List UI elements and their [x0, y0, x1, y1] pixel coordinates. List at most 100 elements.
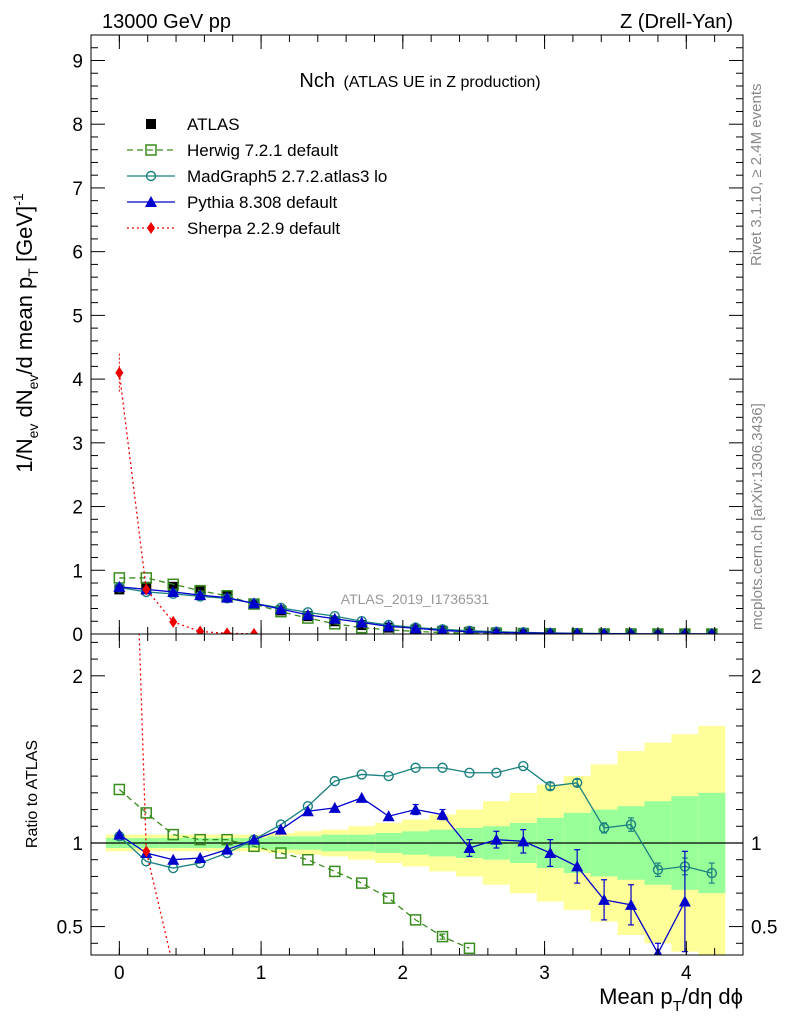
pythia-8-308-default-point — [167, 585, 180, 597]
pythia-8-308-default-point — [248, 597, 260, 609]
legend-entry-sherpa-2-2-9-default: Sherpa 2.2.9 default — [127, 219, 340, 238]
pythia-8-308-default-point — [274, 603, 287, 615]
madgraph5-2-7-2-atlas3-lo-ratio-point — [329, 775, 340, 787]
rivet-label: Rivet 3.1.10, ≥ 2.4M events — [748, 84, 765, 267]
herwig-7-2-1-default-ratio-point — [329, 865, 341, 878]
header-right: Z (Drell-Yan) — [620, 11, 733, 33]
herwig-7-2-1-default-ratio-point — [436, 930, 449, 943]
sherpa-2-2-9-default-point — [223, 627, 232, 634]
y-tick-label: 0 — [72, 625, 83, 646]
ratio-y-tick-label-right: 0.5 — [751, 918, 777, 939]
herwig-7-2-1-default-ratio-point — [140, 807, 153, 819]
main-panel: 0 1 2 3 4 5 6 7 8 9 — [72, 34, 744, 646]
madgraph5-2-7-2-atlas3-lo-ratio-point — [598, 822, 610, 834]
ratio-y-tick-label-right: 2 — [751, 667, 762, 688]
pythia-8-308-default-ratio-point — [490, 833, 503, 845]
sherpa-2-2-9-default-point — [250, 627, 258, 634]
legend-label: Pythia 8.308 default — [187, 193, 338, 212]
x-tick-label: 1 — [256, 963, 267, 984]
legend: ATLAS Herwig 7.2.1 default MadGraph5 2.7.2… — [127, 115, 387, 238]
legend-marker-sherpa-2-2-9-default — [147, 222, 155, 234]
sherpa-2-2-9-default-point — [196, 625, 205, 634]
pythia-8-308-default-point — [355, 616, 368, 628]
pythia-8-308-default-ratio-point — [221, 843, 234, 855]
ratio-y-tick-label: 2 — [72, 667, 83, 688]
pythia-8-308-default-ratio-point — [598, 893, 611, 905]
sherpa-2-2-9-default-point — [142, 583, 151, 596]
madgraph5-2-7-2-atlas3-lo-ratio-point — [383, 770, 394, 782]
madgraph5-2-7-2-atlas3-lo-ratio-point — [410, 762, 421, 773]
pythia-8-308-default-point — [464, 625, 474, 634]
x-tick-label: 0 — [114, 963, 125, 984]
herwig-7-2-1-default-point — [140, 572, 153, 584]
madgraph5-2-7-2-atlas3-lo-ratio-point — [464, 767, 475, 778]
pythia-8-308-default-ratio-point — [463, 842, 476, 853]
pythia-8-308-default-point — [113, 580, 126, 592]
legend-entry-pythia-8-308-default: Pythia 8.308 default — [127, 193, 338, 212]
y-axis-label-main: 1/Nev dNev/d mean pT [GeV]-1 — [10, 193, 41, 473]
pythia-8-308-default-ratio-point — [517, 835, 530, 847]
sherpa-2-2-9-default-point — [169, 615, 178, 628]
pythia-8-308-default-point — [382, 620, 395, 632]
y-tick-label: 9 — [72, 51, 83, 72]
mcplots-label: mcplots.cern.ch [arXiv:1306.3436] — [749, 403, 766, 630]
pythia-8-308-default-ratio-point — [409, 803, 422, 815]
legend-marker-herwig-7-2-1-default — [145, 144, 157, 156]
pythia-8-308-default-ratio-point — [382, 810, 395, 822]
madgraph5-2-7-2-atlas3-lo-ratio-point — [571, 777, 583, 788]
plot-title: Nch (ATLAS UE in Z production) — [299, 70, 540, 92]
pythia-8-308-default-point — [301, 608, 314, 620]
legend-marker-madgraph5-2-7-2-atlas3-lo — [145, 170, 157, 182]
legend-label: Herwig 7.2.1 default — [187, 141, 338, 160]
x-tick-label: 4 — [681, 963, 692, 984]
madgraph5-2-7-2-atlas3-lo-ratio-point — [625, 819, 637, 830]
madgraph5-2-7-2-atlas3-lo-ratio-point — [356, 769, 367, 780]
pythia-8-308-default-point — [573, 627, 581, 634]
legend-label: MadGraph5 2.7.2.atlas3 lo — [187, 167, 387, 186]
pythia-8-308-default-point — [519, 626, 528, 634]
pythia-8-308-default-point — [194, 589, 207, 601]
madgraph5-2-7-2-atlas3-lo-ratio-point — [518, 760, 529, 772]
madgraph5-2-7-2-atlas3-lo-ratio-point — [652, 864, 664, 875]
legend-entry-herwig-7-2-1-default: Herwig 7.2.1 default — [127, 141, 338, 160]
legend-entry-atlas: ATLAS — [146, 115, 240, 134]
madgraph5-2-7-2-atlas3-lo-ratio-point — [437, 762, 448, 773]
y-tick-label: 8 — [72, 115, 83, 136]
pythia-8-308-default-point — [328, 612, 341, 624]
sherpa-2-2-9-default-ratio-point — [142, 845, 151, 858]
sherpa-2-2-9-default-line — [118, 372, 255, 634]
pythia-8-308-default-ratio-point — [113, 828, 126, 840]
pythia-8-308-default-ratio-point — [328, 801, 341, 813]
herwig-7-2-1-default-ratio-point — [382, 892, 395, 904]
pythia-8-308-default-ratio-line — [118, 797, 686, 955]
pythia-8-308-default-ratio-point — [678, 895, 691, 907]
pythia-8-308-default-ratio-point — [274, 823, 287, 835]
madgraph5-2-7-2-atlas3-lo-ratio-point — [545, 780, 556, 792]
pythia-8-308-default-ratio-point — [194, 852, 207, 864]
madgraph5-2-7-2-atlas3-lo-ratio-point — [491, 767, 502, 778]
x-tick-label: 2 — [398, 963, 409, 984]
pythia-8-308-default-ratio-point — [625, 898, 638, 910]
herwig-7-2-1-default-ratio-point — [302, 853, 314, 866]
pythia-8-308-default-point — [409, 622, 422, 634]
herwig-7-2-1-default-ratio-point — [409, 914, 422, 926]
y-axis-label-ratio: Ratio to ATLAS — [24, 740, 41, 848]
pythia-8-308-default-point — [437, 624, 448, 634]
x-tick-label: 3 — [539, 963, 550, 984]
pythia-8-308-default-ratio-point — [544, 847, 557, 859]
legend-label: Sherpa 2.2.9 default — [187, 219, 340, 238]
watermark: ATLAS_2019_I1736531 — [341, 591, 490, 607]
pythia-8-308-default-point — [708, 627, 716, 634]
pythia-8-308-default-point — [221, 591, 234, 603]
madgraph5-2-7-2-atlas3-lo-ratio-point — [706, 867, 718, 879]
y-tick-label: 4 — [72, 370, 83, 391]
ratio-panel: 0.5 0.5 1 1 2 2 0 1 2 3 4 — [57, 633, 777, 984]
herwig-7-2-1-default-ratio-point — [194, 833, 206, 846]
legend-marker-pythia-8-308-default — [145, 196, 157, 207]
pythia-8-308-default-ratio-point — [436, 808, 449, 820]
herwig-7-2-1-default-ratio-point — [275, 847, 287, 859]
y-tick-label: 2 — [72, 498, 83, 519]
herwig-7-2-1-default-ratio-point — [355, 877, 368, 889]
pythia-8-308-default-ratio-point — [248, 833, 260, 845]
